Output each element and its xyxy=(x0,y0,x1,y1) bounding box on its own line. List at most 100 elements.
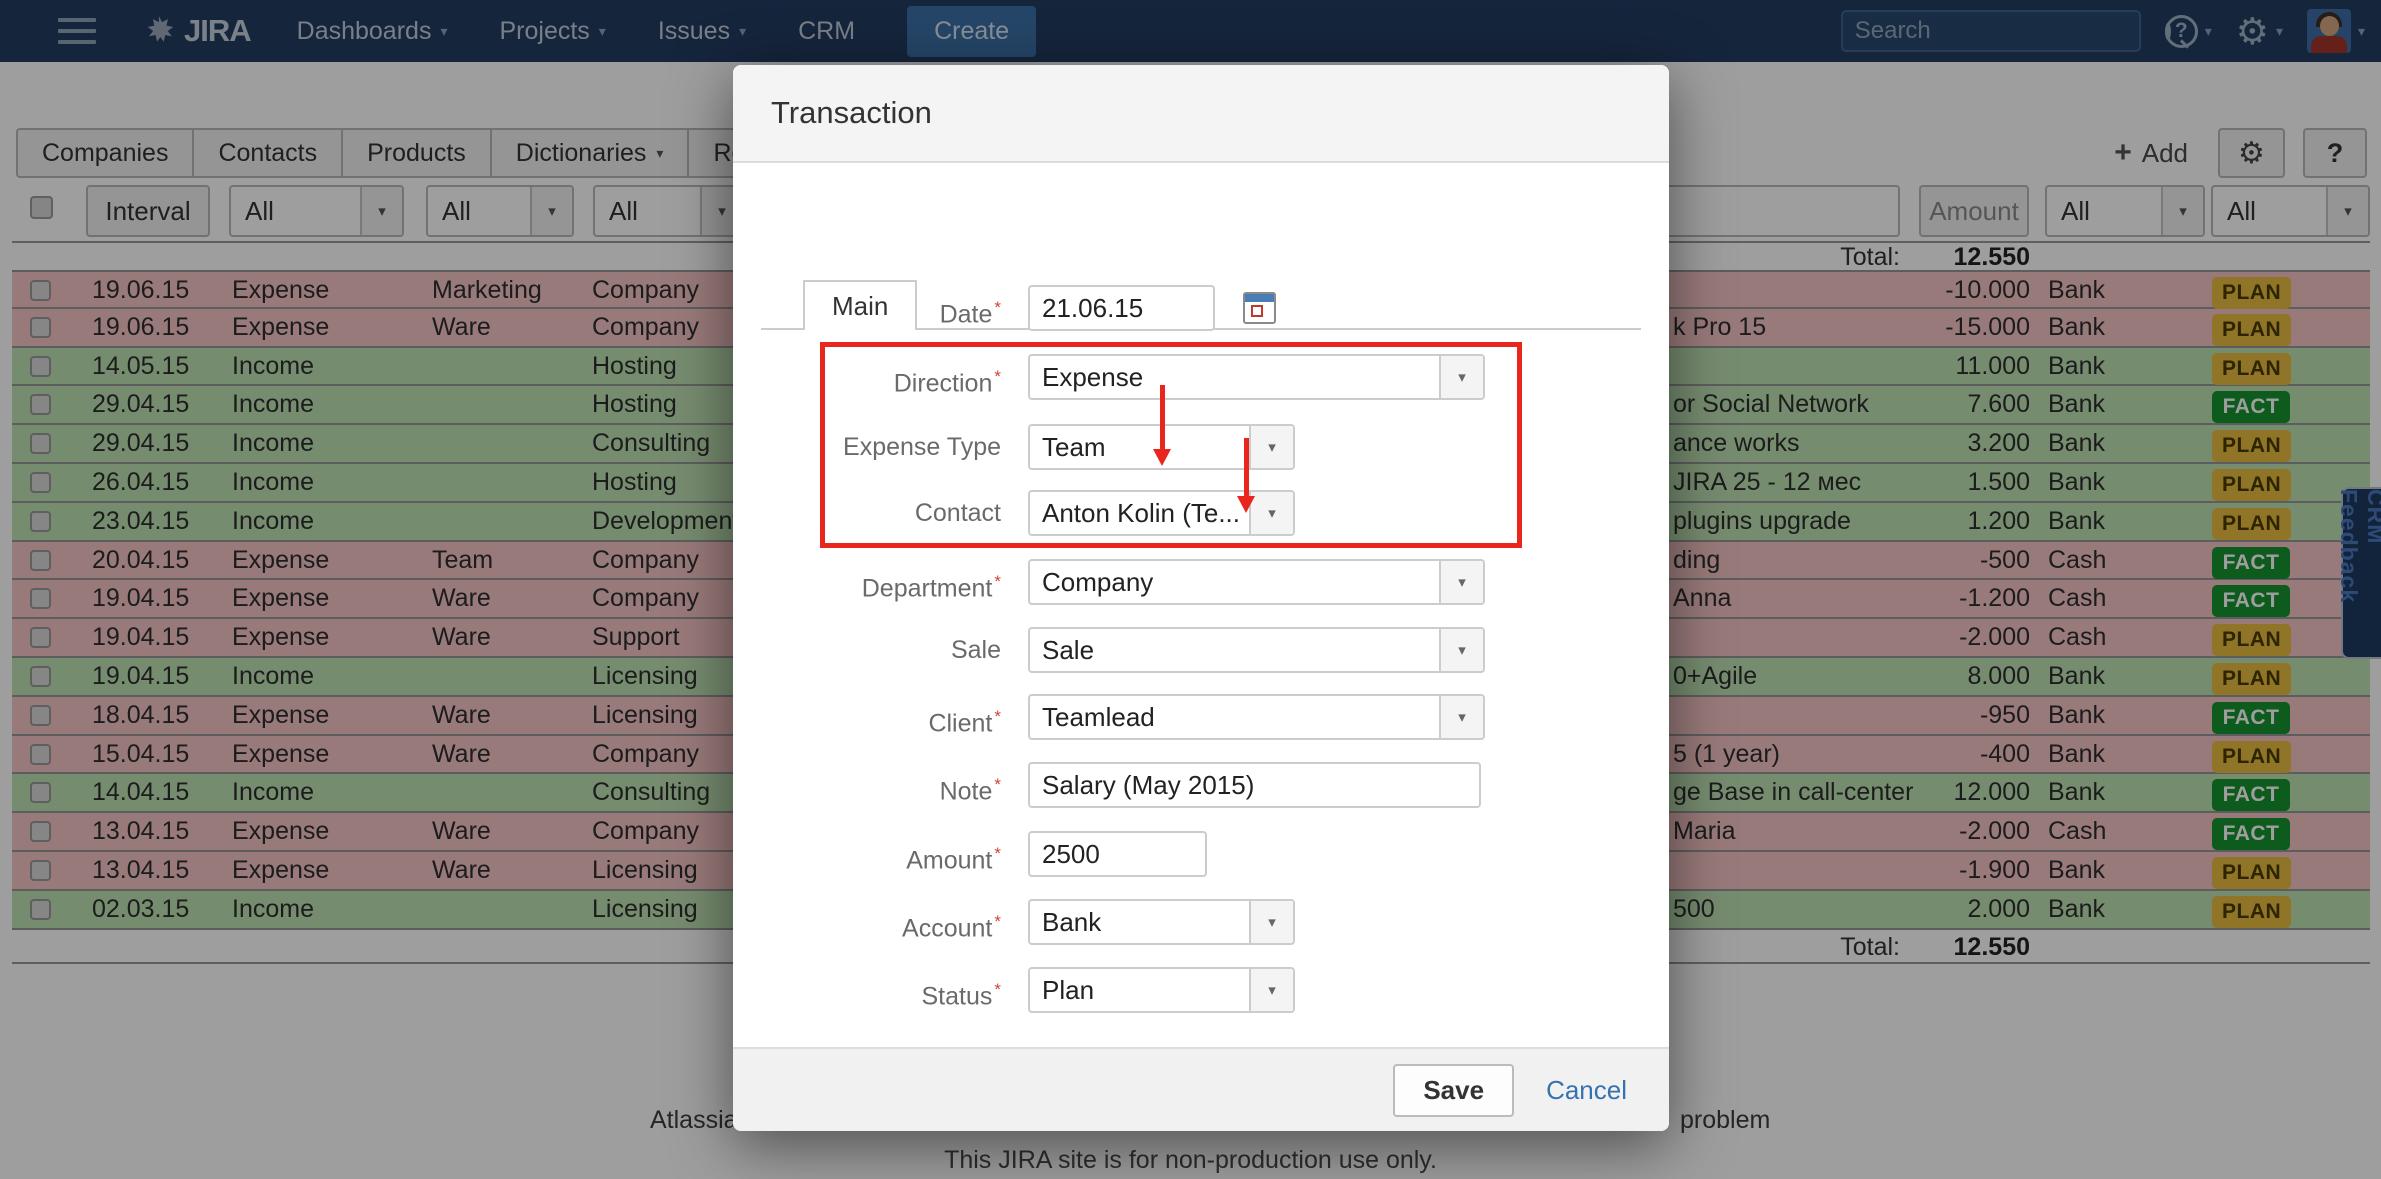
cancel-button[interactable]: Cancel xyxy=(1546,1074,1627,1105)
filter-dropdown-right-1[interactable]: All ▾ xyxy=(2045,185,2205,237)
row-checkbox[interactable] xyxy=(30,898,51,920)
department-select[interactable]: Company ▾ xyxy=(1028,559,1485,605)
cell-note: 0+Agile xyxy=(1673,661,1758,690)
avatar xyxy=(2306,9,2351,53)
annotation-arrow-1 xyxy=(1153,385,1171,466)
cell-note: 5 (1 year) xyxy=(1673,739,1780,768)
cell-department: Hosting xyxy=(592,351,677,380)
cell-type: Team xyxy=(432,545,494,574)
nav-item-dashboards[interactable]: Dashboards ▾ xyxy=(297,17,448,46)
cell-date: 20.04.15 xyxy=(92,545,190,574)
crm-feedback-tab[interactable]: CRM Feedback xyxy=(2336,487,2381,659)
row-checkbox[interactable] xyxy=(30,704,51,726)
row-checkbox[interactable] xyxy=(30,316,51,338)
nav-item-issues[interactable]: Issues ▾ xyxy=(658,17,746,46)
nav-item-crm[interactable]: CRM xyxy=(798,17,855,46)
tab-contacts[interactable]: Contacts xyxy=(192,128,344,178)
cell-department: Licensing xyxy=(592,661,698,690)
row-checkbox[interactable] xyxy=(30,280,51,301)
row-checkbox[interactable] xyxy=(30,821,51,843)
chevron-down-icon: ▾ xyxy=(1249,426,1293,468)
chevron-down-icon: ▾ xyxy=(739,22,747,39)
primary-nav: Dashboards ▾ Projects ▾ Issues ▾ CRM xyxy=(297,17,855,46)
hamburger-menu-icon[interactable] xyxy=(58,18,96,44)
status-select[interactable]: Plan ▾ xyxy=(1028,967,1295,1013)
cell-amount: -2.000 xyxy=(1959,817,2030,846)
row-checkbox[interactable] xyxy=(30,510,51,532)
tab-products[interactable]: Products xyxy=(341,128,492,178)
row-checkbox[interactable] xyxy=(30,549,51,571)
cell-amount: -2.000 xyxy=(1959,623,2030,652)
cell-type: Ware xyxy=(432,855,491,884)
total-row-top: Total: 12.550 xyxy=(0,244,2381,270)
client-select[interactable]: Teamlead ▾ xyxy=(1028,694,1485,740)
date-field-row: Date * xyxy=(733,285,1669,331)
row-checkbox[interactable] xyxy=(30,782,51,804)
status-badge: PLAN xyxy=(2212,895,2292,928)
note-input[interactable] xyxy=(1028,762,1481,808)
table-help-button[interactable]: ? xyxy=(2303,128,2367,178)
cell-account: Bank xyxy=(2048,276,2105,304)
cell-note: ance works xyxy=(1673,429,1800,458)
sale-label: Sale xyxy=(733,627,1001,673)
sale-select[interactable]: Sale ▾ xyxy=(1028,627,1485,673)
account-select[interactable]: Bank ▾ xyxy=(1028,899,1295,945)
cell-note: plugins upgrade xyxy=(1673,506,1851,535)
row-checkbox[interactable] xyxy=(30,471,51,493)
cell-account: Bank xyxy=(2048,429,2105,458)
search-box[interactable] xyxy=(1840,10,2171,52)
status-badge: PLAN xyxy=(2212,662,2292,695)
row-checkbox[interactable] xyxy=(30,743,51,765)
cell-direction: Income xyxy=(232,778,314,807)
filter-dropdown-2[interactable]: All ▾ xyxy=(426,185,574,237)
cell-account: Cash xyxy=(2048,545,2107,574)
tab-main[interactable]: Main xyxy=(803,280,918,330)
cell-note: or Social Network xyxy=(1673,390,1869,419)
calendar-icon[interactable] xyxy=(1243,292,1276,324)
direction-select[interactable]: Expense ▾ xyxy=(1028,354,1485,400)
row-checkbox[interactable] xyxy=(30,355,51,377)
row-checkbox[interactable] xyxy=(30,627,51,649)
dropdown-value: All xyxy=(245,195,274,226)
create-button[interactable]: Create xyxy=(907,5,1037,57)
field-label-text: Note xyxy=(939,777,993,806)
row-checkbox[interactable] xyxy=(30,665,51,687)
tab-companies[interactable]: Companies xyxy=(16,128,195,178)
status-badge: FACT xyxy=(2212,818,2290,851)
cell-date: 23.04.15 xyxy=(92,506,190,535)
interval-filter-button[interactable]: Interval xyxy=(86,185,210,237)
select-all-checkbox[interactable] xyxy=(30,196,53,219)
user-menu[interactable]: ▾ xyxy=(2306,9,2365,53)
add-transaction-button[interactable]: + Add xyxy=(2114,136,2188,169)
row-checkbox[interactable] xyxy=(30,433,51,455)
jira-logo[interactable]: JIRA xyxy=(142,13,252,49)
status-badge: PLAN xyxy=(2212,468,2292,501)
nav-item-projects[interactable]: Projects ▾ xyxy=(499,17,605,46)
date-input[interactable] xyxy=(1028,285,1215,331)
row-checkbox[interactable] xyxy=(30,394,51,416)
cell-account: Bank xyxy=(2048,855,2105,884)
cell-note: k Pro 15 xyxy=(1673,312,1767,341)
filter-dropdown-right-2[interactable]: All ▾ xyxy=(2211,185,2370,237)
row-checkbox[interactable] xyxy=(30,859,51,881)
footer-right-fragment: problem xyxy=(1680,1106,1771,1134)
row-checkbox[interactable] xyxy=(30,588,51,610)
cell-direction: Income xyxy=(232,894,314,923)
cell-account: Bank xyxy=(2048,312,2105,341)
search-input[interactable] xyxy=(1854,17,2165,45)
direction-label: Direction * xyxy=(733,354,1001,406)
save-button[interactable]: Save xyxy=(1393,1063,1515,1117)
cell-date: 18.04.15 xyxy=(92,700,190,729)
cell-amount: 12.000 xyxy=(1953,778,2030,807)
admin-menu[interactable]: ⚙ ▾ xyxy=(2236,13,2283,50)
table-settings-button[interactable]: ⚙ xyxy=(2218,128,2285,178)
select-value: Bank xyxy=(1042,906,1102,937)
cell-department: Company xyxy=(592,312,699,341)
amount-input[interactable] xyxy=(1028,831,1207,877)
cell-amount: 7.600 xyxy=(1967,390,2030,419)
filter-dropdown-1[interactable]: All ▾ xyxy=(229,185,404,237)
cell-account: Bank xyxy=(2048,778,2105,807)
amount-filter-button[interactable]: Amount xyxy=(1919,185,2029,237)
cell-department: Licensing xyxy=(592,855,698,884)
